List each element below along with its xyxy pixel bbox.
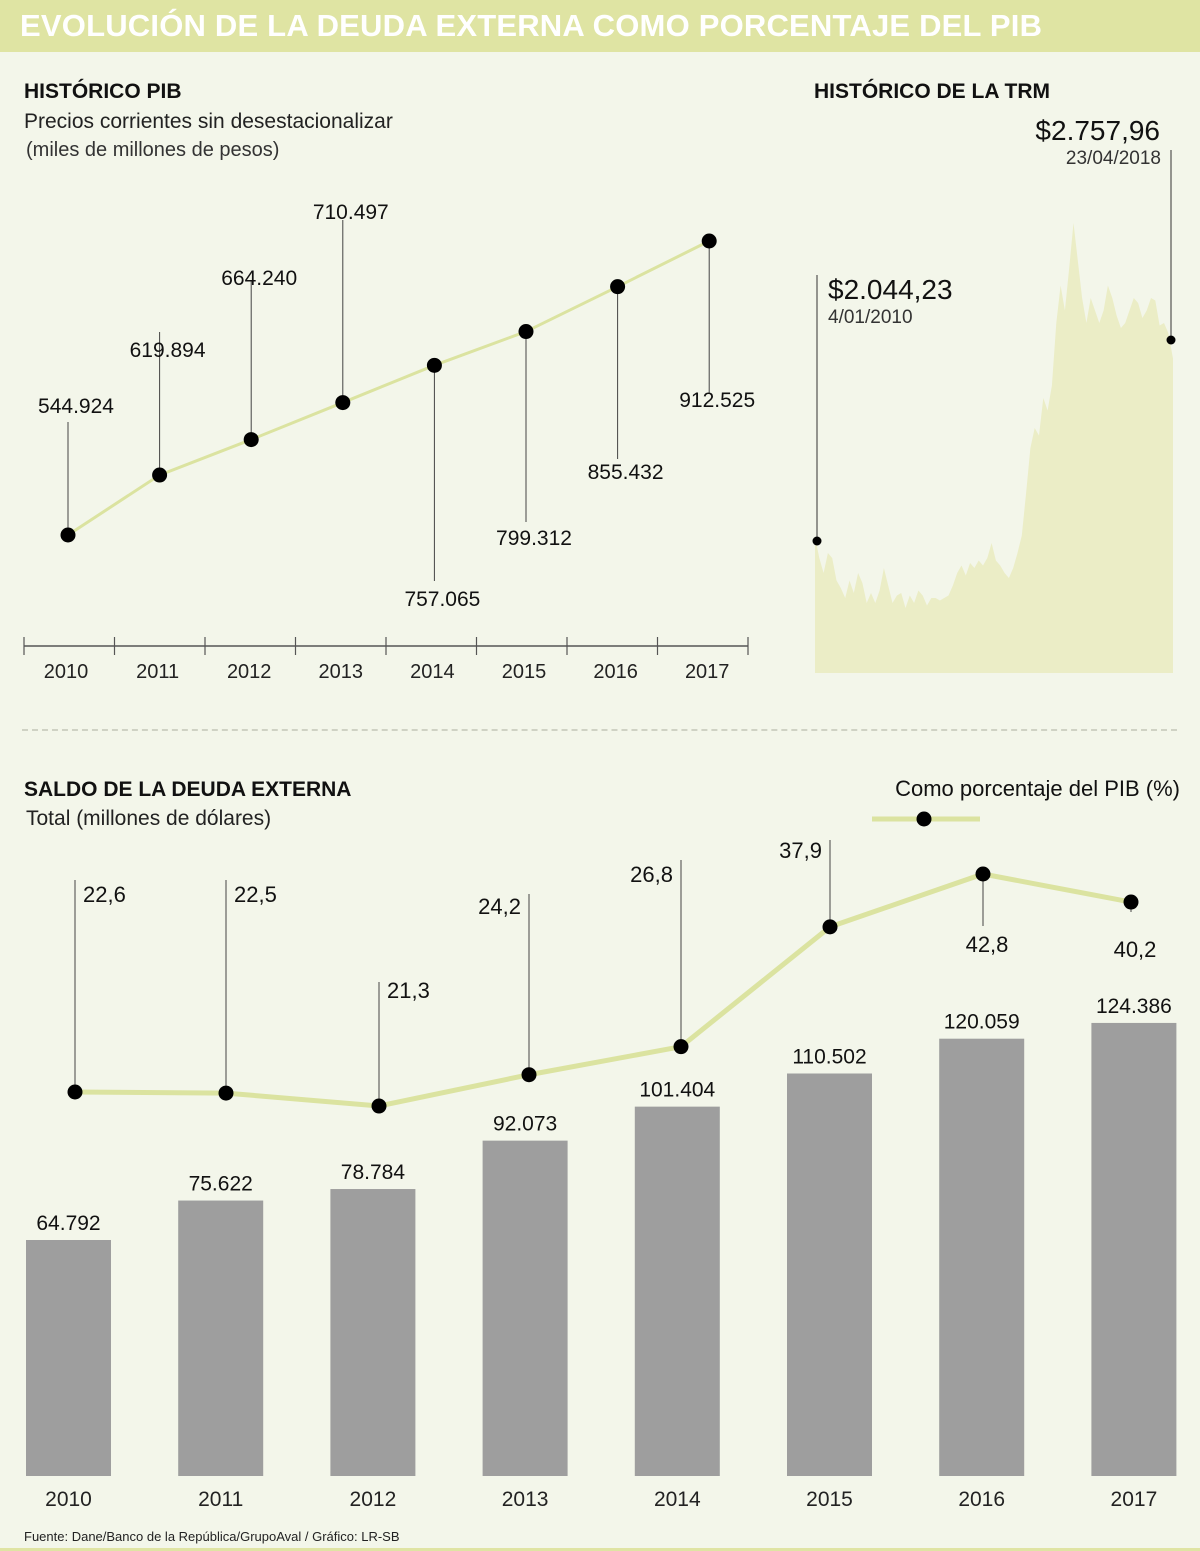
debt-bar-label: 124.386: [1096, 995, 1172, 1018]
pib-point: [152, 467, 168, 483]
legend-point-sample: [916, 811, 932, 827]
debt-bar: [787, 1073, 872, 1476]
pib-point: [518, 324, 534, 340]
debt-bar: [1091, 1022, 1177, 1476]
pib-point: [426, 357, 442, 373]
pib-x-label: 2010: [44, 661, 89, 683]
debt-bar: [939, 1038, 1025, 1476]
debt-bar-label: 92.073: [493, 1113, 557, 1136]
pct-data-label: 21,3: [387, 978, 430, 1003]
legend-label: Como porcentaje del PIB (%): [895, 776, 1180, 801]
debt-bar-label: 75.622: [189, 1173, 253, 1196]
pct-point: [975, 866, 991, 882]
pct-data-label: 42,8: [966, 932, 1009, 957]
pct-data-label: 40,2: [1114, 937, 1157, 962]
page-title: EVOLUCIÓN DE LA DEUDA EXTERNA COMO PORCE…: [20, 8, 1043, 43]
pib-x-label: 2017: [685, 661, 730, 683]
debt-bar: [482, 1140, 568, 1476]
debt-bar: [634, 1106, 720, 1476]
pib-x-label: 2011: [136, 661, 179, 683]
debt-x-label: 2012: [350, 1488, 397, 1511]
debt-bar-chart: 64.792 2010 75.622 2011 78.784 2012 92.073 2013…: [26, 776, 1180, 1511]
pct-data-label: 22,6: [83, 882, 126, 907]
trm-peak-value: $2.757,96: [1035, 115, 1160, 146]
trm-end-point: [1166, 335, 1176, 345]
pct-data-label: 22,5: [234, 882, 277, 907]
pib-series-line: [67, 239, 710, 537]
debt-x-label: 2016: [958, 1488, 1005, 1511]
pct-point: [67, 1084, 83, 1100]
trm-area: [815, 223, 1173, 673]
header-banner: EVOLUCIÓN DE LA DEUDA EXTERNA COMO PORCE…: [0, 0, 1200, 52]
pct-point: [1123, 894, 1139, 910]
pib-title: HISTÓRICO PIB: [24, 80, 182, 103]
pib-units: (miles de millones de pesos): [26, 139, 280, 161]
trm-start-value: $2.044,23: [828, 274, 953, 305]
pct-point: [218, 1085, 234, 1101]
section-divider: [22, 729, 1177, 731]
debt-x-label: 2010: [45, 1488, 92, 1511]
pib-data-label: 710.497: [313, 201, 389, 224]
debt-bar-label: 120.059: [944, 1011, 1020, 1034]
pib-data-label: 619.894: [130, 339, 206, 362]
debt-title: SALDO DE LA DEUDA EXTERNA: [24, 778, 352, 801]
pib-point: [701, 233, 717, 249]
debt-x-label: 2011: [198, 1488, 243, 1511]
pib-subtitle: Precios corrientes sin desestacionalizar: [24, 110, 393, 133]
debt-subtitle: Total (millones de dólares): [26, 807, 272, 830]
trm-start-point: [812, 536, 822, 546]
debt-x-label: 2015: [806, 1488, 853, 1511]
source-note: Fuente: Dane/Banco de la República/Grupo…: [24, 1529, 400, 1544]
pib-point: [610, 279, 626, 295]
debt-bar-label: 78.784: [341, 1161, 406, 1184]
pib-x-label: 2014: [410, 661, 455, 683]
pct-data-label: 24,2: [478, 894, 521, 919]
debt-bar-label: 110.502: [792, 1046, 866, 1069]
pib-point: [60, 527, 76, 543]
debt-bar-label: 64.792: [36, 1212, 100, 1235]
pib-data-label: 912.525: [679, 389, 755, 412]
pib-x-label: 2012: [227, 661, 272, 683]
pct-point: [521, 1067, 537, 1083]
pib-line-chart: 2010 2011 2012 2013 2014 2015 2016 2017 544.924 6…: [23, 201, 755, 683]
pct-point: [673, 1039, 689, 1055]
pct-series-line: [74, 871, 1132, 1109]
pib-x-label: 2015: [502, 661, 547, 683]
debt-bar-label: 101.404: [639, 1079, 715, 1102]
trm-peak-date: 23/04/2018: [1066, 148, 1161, 169]
debt-x-label: 2014: [654, 1488, 701, 1511]
debt-x-label: 2017: [1111, 1488, 1158, 1511]
pib-x-label: 2013: [319, 661, 364, 683]
pct-point: [822, 919, 838, 935]
pib-x-label: 2016: [593, 661, 638, 683]
pct-point: [371, 1098, 387, 1114]
pib-data-label: 855.432: [588, 461, 664, 484]
pct-data-label: 26,8: [630, 862, 673, 887]
trm-title: HISTÓRICO DE LA TRM: [814, 80, 1051, 103]
pib-point: [243, 432, 259, 448]
pib-data-label: 544.924: [38, 395, 114, 418]
pib-data-label: 757.065: [404, 588, 480, 611]
debt-x-label: 2013: [502, 1488, 549, 1511]
pib-point: [335, 395, 351, 411]
debt-bar: [330, 1189, 416, 1476]
pct-data-label: 37,9: [779, 838, 822, 863]
debt-bar: [26, 1240, 111, 1476]
pib-data-label: 799.312: [496, 527, 572, 550]
footer-line: [0, 1548, 1200, 1551]
trm-start-date: 4/01/2010: [828, 307, 913, 328]
pib-data-label: 664.240: [221, 267, 297, 290]
debt-bar: [178, 1200, 264, 1476]
